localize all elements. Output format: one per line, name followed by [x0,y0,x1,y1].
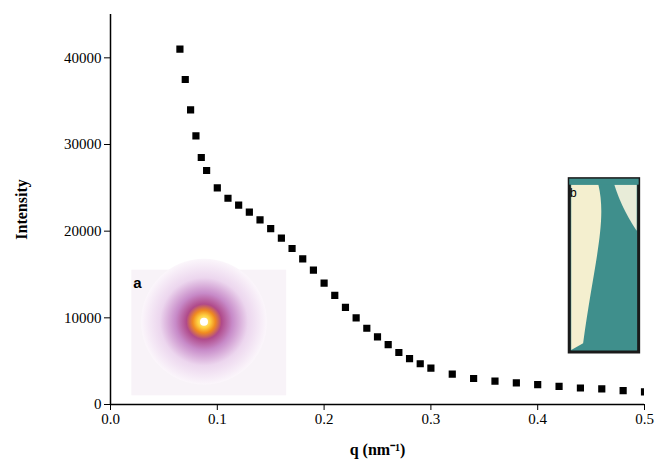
svg-text:20000: 20000 [64,223,102,239]
svg-text:0.0: 0.0 [101,411,120,427]
svg-text:Intensity: Intensity [13,179,31,239]
svg-text:40000: 40000 [64,50,102,66]
svg-text:0.1: 0.1 [208,411,227,427]
svg-text:0.2: 0.2 [315,411,334,427]
svg-text:b: b [570,186,577,200]
svg-text:a: a [133,274,142,291]
svg-text:0: 0 [94,396,102,412]
svg-text:0.5: 0.5 [635,411,654,427]
svg-text:q (nm⁻¹): q (nm⁻¹) [350,441,406,459]
svg-text:10000: 10000 [64,310,102,326]
svg-text:0.4: 0.4 [528,411,547,427]
svg-text:30000: 30000 [64,136,102,152]
svg-text:0.3: 0.3 [422,411,441,427]
